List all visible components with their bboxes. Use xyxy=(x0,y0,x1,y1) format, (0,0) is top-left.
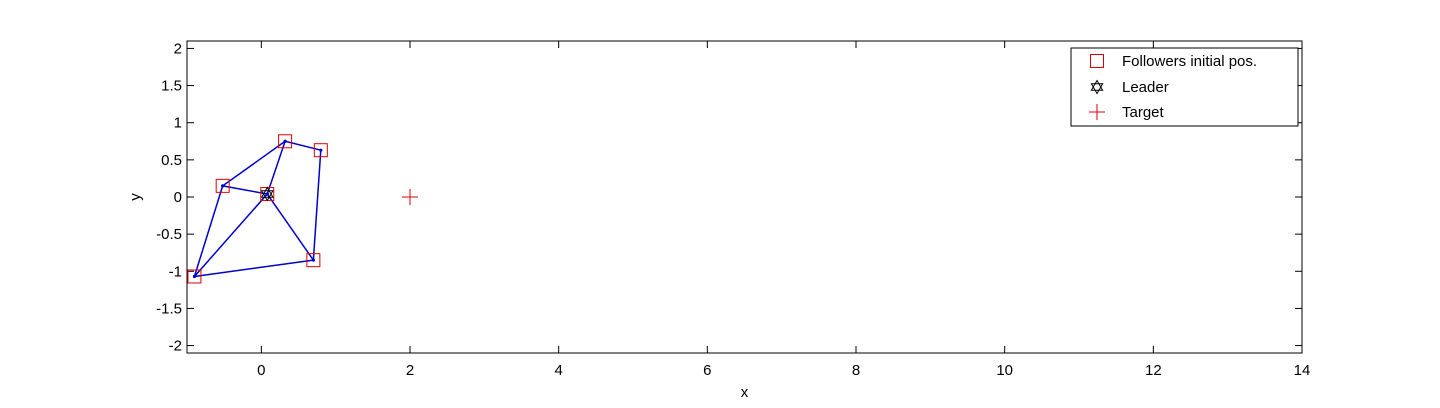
x-tick-label: 0 xyxy=(257,362,265,379)
y-tick-label: -0.5 xyxy=(156,226,182,243)
x-tick-label: 12 xyxy=(1145,362,1162,379)
formation-link xyxy=(266,141,286,195)
link-node xyxy=(221,184,225,188)
x-tick-label: 8 xyxy=(852,362,860,379)
y-tick-label: 1 xyxy=(174,115,182,132)
legend-follower-marker xyxy=(1090,54,1104,68)
legend-entry-label: Followers initial pos. xyxy=(1122,53,1257,70)
formation-link xyxy=(266,193,314,261)
x-tick-label: 10 xyxy=(996,362,1013,379)
link-node xyxy=(319,148,323,152)
formation-link xyxy=(193,193,268,277)
y-tick-label: 1.5 xyxy=(161,78,182,95)
leader-marker xyxy=(260,190,274,202)
legend-entry-label: Target xyxy=(1122,104,1165,121)
y-tick-label: -1 xyxy=(169,263,182,280)
link-node xyxy=(283,139,287,143)
x-tick-label: 6 xyxy=(703,362,711,379)
y-tick-label: -1.5 xyxy=(156,300,182,317)
y-tick-label: 0.5 xyxy=(161,152,182,169)
link-node xyxy=(265,192,269,196)
follower-marker xyxy=(215,178,230,193)
y-tick-label: 0 xyxy=(174,189,182,206)
formation-link xyxy=(284,140,321,151)
x-tick-label: 14 xyxy=(1294,362,1311,379)
follower-marker xyxy=(278,134,293,149)
y-tick-label: -2 xyxy=(169,338,182,355)
legend-entry-label: Leader xyxy=(1122,79,1169,96)
legend: Followers initial pos. Leader Target xyxy=(1070,47,1299,127)
follower-marker xyxy=(306,253,321,268)
x-axis-label: x xyxy=(741,384,749,401)
x-tick-label: 4 xyxy=(554,362,562,379)
follower-marker xyxy=(187,269,202,284)
leader-marker xyxy=(260,186,274,198)
legend-leader-marker xyxy=(1090,79,1104,91)
formation-link xyxy=(312,150,322,261)
formation-link xyxy=(222,185,268,195)
x-tick-label: 2 xyxy=(406,362,414,379)
y-tick-label: 2 xyxy=(174,40,182,57)
formation-link xyxy=(194,259,314,278)
legend-leader-marker xyxy=(1090,83,1104,95)
link-node xyxy=(192,274,196,278)
formation-link xyxy=(193,185,224,277)
legend-box xyxy=(1070,47,1299,127)
formation-link xyxy=(222,140,286,187)
y-axis-label: y xyxy=(127,193,144,201)
link-node xyxy=(311,258,315,262)
follower-marker xyxy=(313,143,328,158)
